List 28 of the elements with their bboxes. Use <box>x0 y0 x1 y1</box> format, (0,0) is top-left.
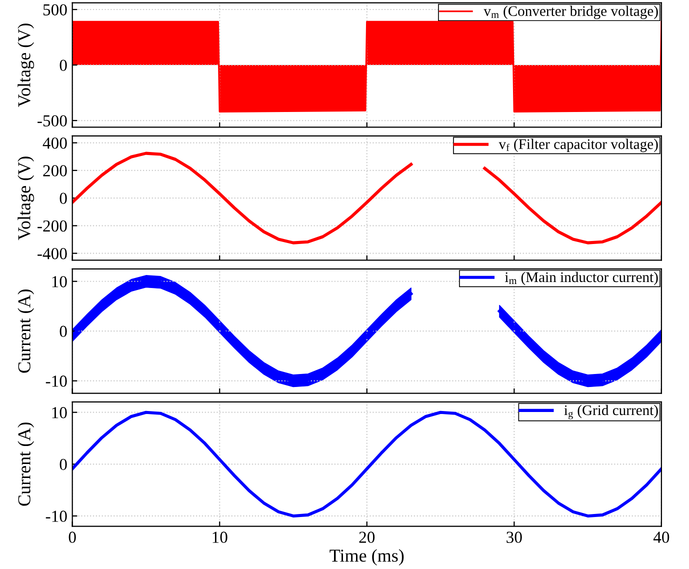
y-tick-label: 0 <box>60 60 67 71</box>
legend-label: i$_{g}$ (Grid current) <box>564 404 658 420</box>
x-tick-label: 30 <box>506 532 522 543</box>
legend-label: i$_{m}$ (Main inductor current) <box>504 272 658 286</box>
y-tick-label: 0 <box>60 192 67 204</box>
legend-label: v$_{m}$ (Converter bridge voltage) <box>484 6 658 20</box>
y-tick-label: 500 <box>43 4 67 16</box>
y-tick-label: 0 <box>60 326 67 338</box>
x-tick-label: 20 <box>359 532 375 543</box>
x-axis-title: Time (ms) <box>330 549 404 566</box>
y-axis-title: Current (A) <box>18 290 34 373</box>
y-axis-title: Voltage (V) <box>18 24 34 108</box>
x-tick-label: 10 <box>212 532 228 543</box>
y-tick-label: -200 <box>38 220 67 232</box>
y-tick-label: 10 <box>52 276 67 288</box>
y-axis-title: Voltage (V) <box>18 156 34 240</box>
y-tick-label: 400 <box>42 138 67 149</box>
y-tick-label: -500 <box>38 115 67 126</box>
y-tick-label: 0 <box>60 458 67 470</box>
y-tick-label: -400 <box>38 248 67 260</box>
y-tick-label: 200 <box>43 165 67 176</box>
y-tick-label: -10 <box>46 376 67 387</box>
y-axis-title: Current (A) <box>18 422 34 506</box>
y-tick-label: 10 <box>52 407 67 418</box>
x-tick-label: 0 <box>68 532 76 543</box>
x-tick-label: 40 <box>653 532 670 543</box>
legend-label: v$_{f}$ (Filter capacitor voltage) <box>498 138 658 152</box>
y-tick-label: -10 <box>46 510 67 522</box>
